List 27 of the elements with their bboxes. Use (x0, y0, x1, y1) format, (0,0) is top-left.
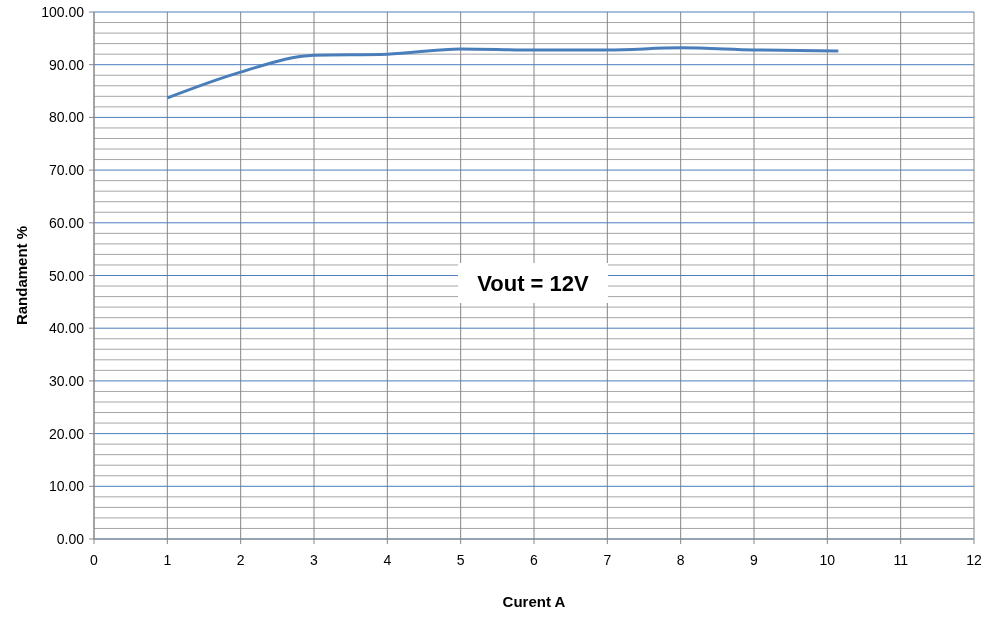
y-tick-label: 60.00 (48, 214, 85, 231)
x-tick-label: 11 (893, 552, 909, 568)
x-tick-label: 2 (236, 552, 245, 568)
x-tick-label: 9 (750, 552, 759, 568)
y-tick-label: 100.00 (41, 4, 85, 20)
y-tick-label: 90.00 (48, 56, 85, 73)
y-tick-label: 80.00 (48, 109, 85, 126)
x-tick-label: 8 (676, 552, 685, 568)
x-tick-label: 1 (163, 552, 172, 568)
x-tick-label: 4 (383, 552, 392, 568)
x-tick-label: 0 (90, 552, 99, 568)
y-axis-title: Randament % (13, 225, 30, 326)
x-tick-label: 3 (310, 552, 319, 568)
y-tick-label: 20.00 (48, 425, 85, 442)
y-tick-label: 30.00 (48, 372, 85, 389)
y-tick-label: 10.00 (48, 478, 85, 495)
x-tick-label: 5 (456, 552, 465, 568)
x-tick-label: 6 (530, 552, 539, 568)
x-axis-title: Curent A (502, 593, 566, 610)
x-tick-label: 7 (603, 552, 612, 568)
y-tick-label: 0.00 (56, 531, 85, 547)
x-tick-label: 12 (966, 552, 982, 568)
y-tick-label: 70.00 (48, 162, 85, 179)
y-tick-label: 50.00 (48, 267, 85, 284)
y-tick-label: 40.00 (48, 320, 85, 337)
x-tick-label: 10 (819, 552, 836, 568)
annotation: Vout = 12V (477, 271, 590, 296)
